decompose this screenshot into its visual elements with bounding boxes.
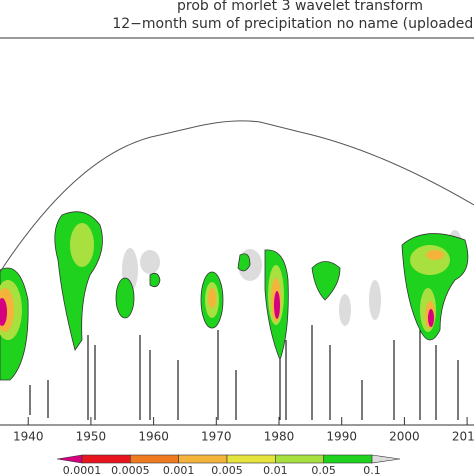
plot-frame <box>0 37 474 426</box>
colorbar-label: 0.05 <box>311 464 336 474</box>
contours <box>0 211 469 420</box>
colorbar-segment <box>178 454 228 464</box>
x-tick-label: 1980 <box>264 430 295 444</box>
colorbar-label: 0.01 <box>263 464 288 474</box>
colorbar-segment <box>275 454 324 464</box>
colorbar-label: 0.001 <box>163 464 195 474</box>
colorbar-label: 0.0005 <box>111 464 150 474</box>
colorbar-label: 0.0001 <box>63 464 102 474</box>
x-tick-label: 1940 <box>13 430 44 444</box>
colorbar-label: 0.005 <box>211 464 243 474</box>
x-tick-label: 1990 <box>326 430 357 444</box>
colorbar-segment <box>130 454 179 464</box>
chart-title: prob of morlet 3 wavelet transform <box>177 0 423 14</box>
colorbar-segment <box>371 454 401 464</box>
x-tick-label: 1970 <box>201 430 232 444</box>
x-tick-label: 1950 <box>76 430 107 444</box>
chart-subtitle: 12−month sum of precipitation no name (u… <box>112 16 474 32</box>
colorbar-segment <box>226 454 276 464</box>
x-tick-label: 1960 <box>138 430 169 444</box>
x-tick-label: 2000 <box>389 430 420 444</box>
colorbar-label: 0.1 <box>363 464 381 474</box>
colorbar-segment <box>56 454 83 464</box>
colorbar-segment <box>323 454 373 464</box>
cone-of-influence <box>0 120 474 273</box>
colorbar-segment <box>81 454 131 464</box>
